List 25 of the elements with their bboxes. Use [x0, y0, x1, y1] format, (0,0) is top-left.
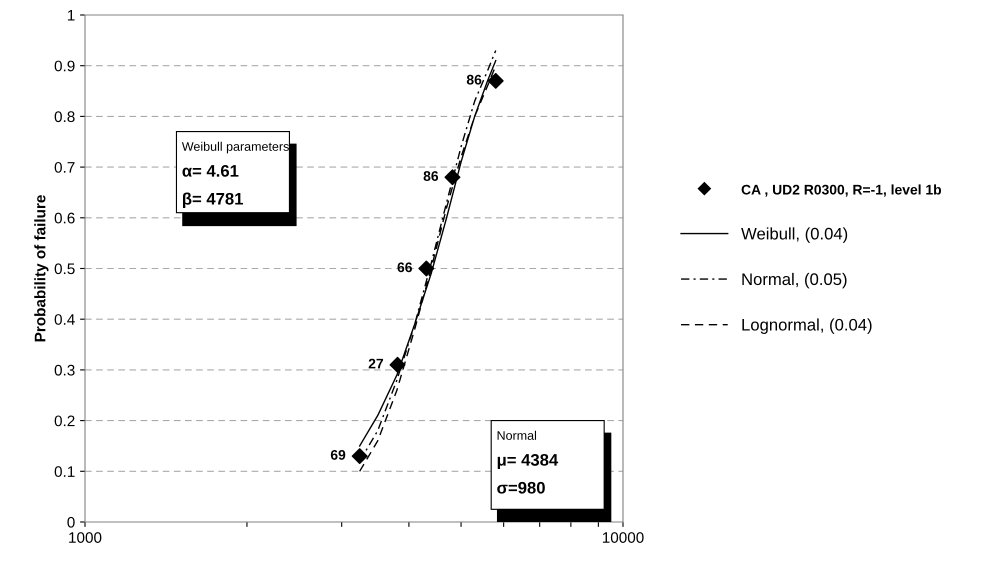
y-tick-label: 0.1	[54, 466, 75, 477]
annotation: 69	[330, 450, 346, 460]
y-tick-label: 0.2	[54, 415, 75, 426]
legend-label: Weibull, (0.04)	[741, 227, 848, 243]
annotation: 86	[424, 171, 438, 181]
x-tick-label: 10000	[602, 532, 644, 543]
y-tick-label: 0.7	[54, 162, 75, 173]
y-tick-label: 0.9	[54, 60, 75, 72]
y-tick-label: 0.8	[54, 111, 75, 122]
y-tick-label: 0.4	[54, 314, 75, 325]
legend-label: Lognormal, (0.04)	[742, 318, 872, 334]
annotation: Weibull parameters α= 4.61 β= 4781	[182, 142, 289, 208]
y-tick-label: 0	[67, 516, 75, 528]
y-tick-label: 0.6	[54, 212, 75, 224]
annotation: 86	[466, 74, 482, 85]
annotation: Normal μ= 4384 σ=980	[497, 430, 558, 494]
annotation: 27	[368, 358, 384, 368]
legend-label: Normal, (0.05)	[742, 272, 847, 288]
x-tick-label: 1000	[69, 532, 102, 543]
y-axis-title: Probability of failure	[34, 195, 48, 342]
annotation: 66	[398, 262, 412, 272]
y-tick-label: 0.5	[54, 263, 75, 274]
y-tick-label: 0.3	[54, 364, 75, 376]
y-tick-label: 1	[68, 10, 75, 21]
legend-label: CA , UD2 R0300, R=-1, level 1b	[742, 184, 942, 197]
